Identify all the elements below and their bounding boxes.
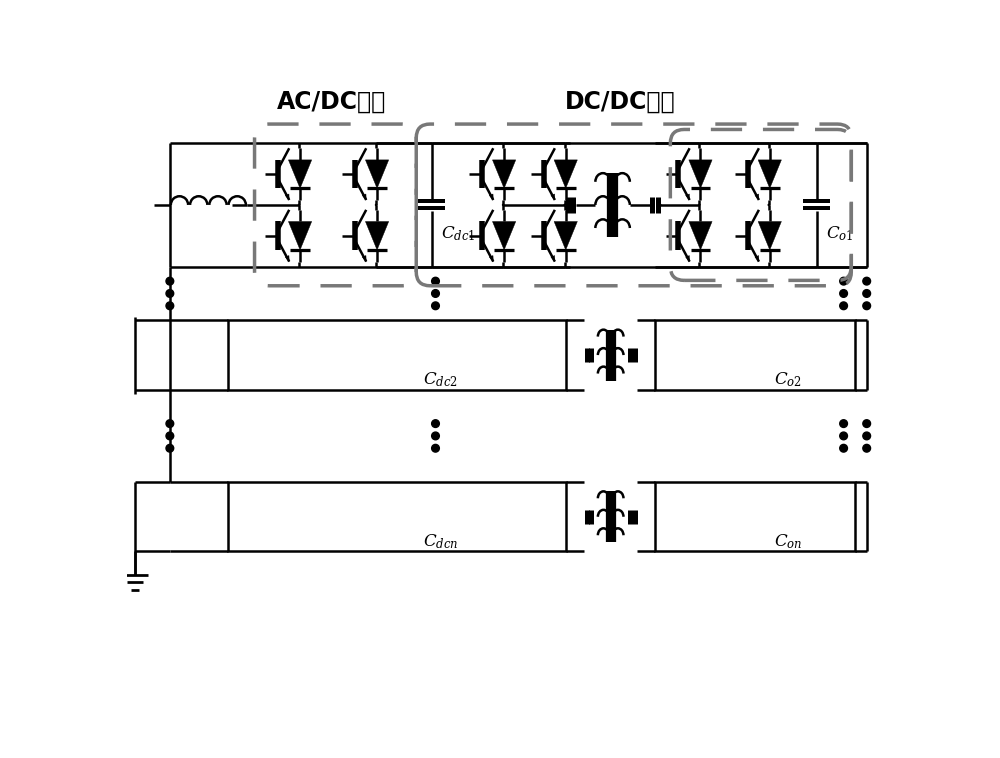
Polygon shape	[686, 255, 690, 262]
Polygon shape	[554, 160, 577, 188]
Polygon shape	[689, 221, 712, 250]
Circle shape	[166, 277, 174, 285]
Text: $C_{dc1}$: $C_{dc1}$	[441, 224, 475, 243]
Polygon shape	[758, 160, 781, 188]
Circle shape	[863, 420, 871, 428]
Polygon shape	[288, 221, 312, 250]
Circle shape	[432, 277, 439, 285]
Polygon shape	[362, 255, 366, 262]
Circle shape	[840, 432, 847, 440]
Circle shape	[166, 420, 174, 428]
Text: $C_{o2}$: $C_{o2}$	[774, 371, 801, 389]
Polygon shape	[288, 160, 312, 188]
Polygon shape	[492, 221, 516, 250]
Polygon shape	[285, 194, 289, 200]
Circle shape	[840, 277, 847, 285]
Bar	[655, 321, 855, 390]
Circle shape	[432, 290, 439, 297]
Circle shape	[432, 302, 439, 309]
Polygon shape	[362, 194, 366, 200]
Bar	[228, 321, 566, 390]
Circle shape	[432, 432, 439, 440]
Circle shape	[166, 432, 174, 440]
Text: $C_{o1}$: $C_{o1}$	[826, 224, 853, 243]
Circle shape	[863, 432, 871, 440]
Circle shape	[166, 290, 174, 297]
Text: AC/DC模块: AC/DC模块	[277, 90, 386, 114]
Polygon shape	[492, 160, 516, 188]
Circle shape	[840, 444, 847, 452]
Polygon shape	[689, 160, 712, 188]
Circle shape	[863, 444, 871, 452]
Polygon shape	[285, 255, 289, 262]
Polygon shape	[551, 255, 555, 262]
Circle shape	[166, 302, 174, 309]
Polygon shape	[755, 194, 759, 200]
Circle shape	[863, 277, 871, 285]
Circle shape	[863, 302, 871, 309]
Polygon shape	[554, 221, 577, 250]
Circle shape	[432, 444, 439, 452]
Text: $C_{dc2}$: $C_{dc2}$	[423, 371, 458, 389]
Circle shape	[863, 290, 871, 297]
Bar	[228, 482, 566, 551]
Polygon shape	[686, 194, 690, 200]
Circle shape	[840, 302, 847, 309]
Polygon shape	[365, 160, 389, 188]
Bar	[655, 482, 855, 551]
Polygon shape	[365, 221, 389, 250]
Polygon shape	[489, 255, 493, 262]
Text: $C_{dcn}$: $C_{dcn}$	[423, 532, 459, 551]
Polygon shape	[755, 255, 759, 262]
Circle shape	[840, 420, 847, 428]
Circle shape	[840, 290, 847, 297]
Circle shape	[432, 420, 439, 428]
Polygon shape	[551, 194, 555, 200]
Polygon shape	[489, 194, 493, 200]
Circle shape	[166, 444, 174, 452]
Text: $C_{on}$: $C_{on}$	[774, 532, 802, 551]
Text: DC/DC模块: DC/DC模块	[565, 90, 676, 114]
Polygon shape	[758, 221, 781, 250]
